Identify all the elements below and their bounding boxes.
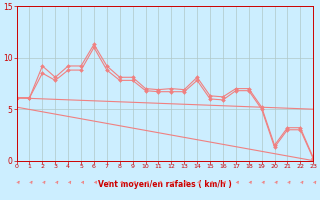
X-axis label: Vent moyen/en rafales ( km/h ): Vent moyen/en rafales ( km/h ) <box>98 180 232 189</box>
